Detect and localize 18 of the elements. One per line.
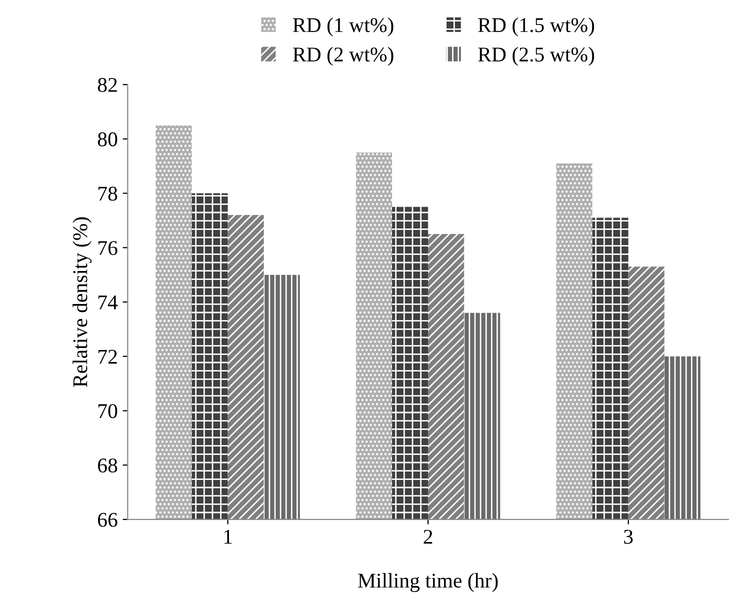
legend-label: RD (2 wt%): [292, 46, 394, 66]
x-tick-label: 1: [224, 530, 232, 544]
y-tick-label: 68: [98, 458, 118, 473]
legend-label: RD (2.5 wt%): [478, 46, 594, 66]
x-axis-title: Milling time (hr): [358, 573, 498, 592]
legend-label: RD (1 wt%): [292, 17, 394, 36]
x-tick-label: 2: [424, 530, 432, 544]
y-tick-label: 78: [98, 186, 118, 201]
x-tick-label: 3: [624, 530, 633, 544]
y-tick-label: 66: [98, 512, 118, 527]
y-tick-label: 76: [98, 241, 118, 256]
y-tick-label: 82: [98, 78, 117, 92]
y-tick-label: 80: [98, 132, 118, 146]
y-tick-label: 72: [98, 350, 117, 364]
y-tick-label: 70: [98, 404, 118, 418]
legend-label: RD (1.5 wt%): [478, 17, 594, 36]
y-tick-label: 74: [98, 296, 118, 310]
y-axis-title: Relative density (%): [72, 217, 92, 388]
